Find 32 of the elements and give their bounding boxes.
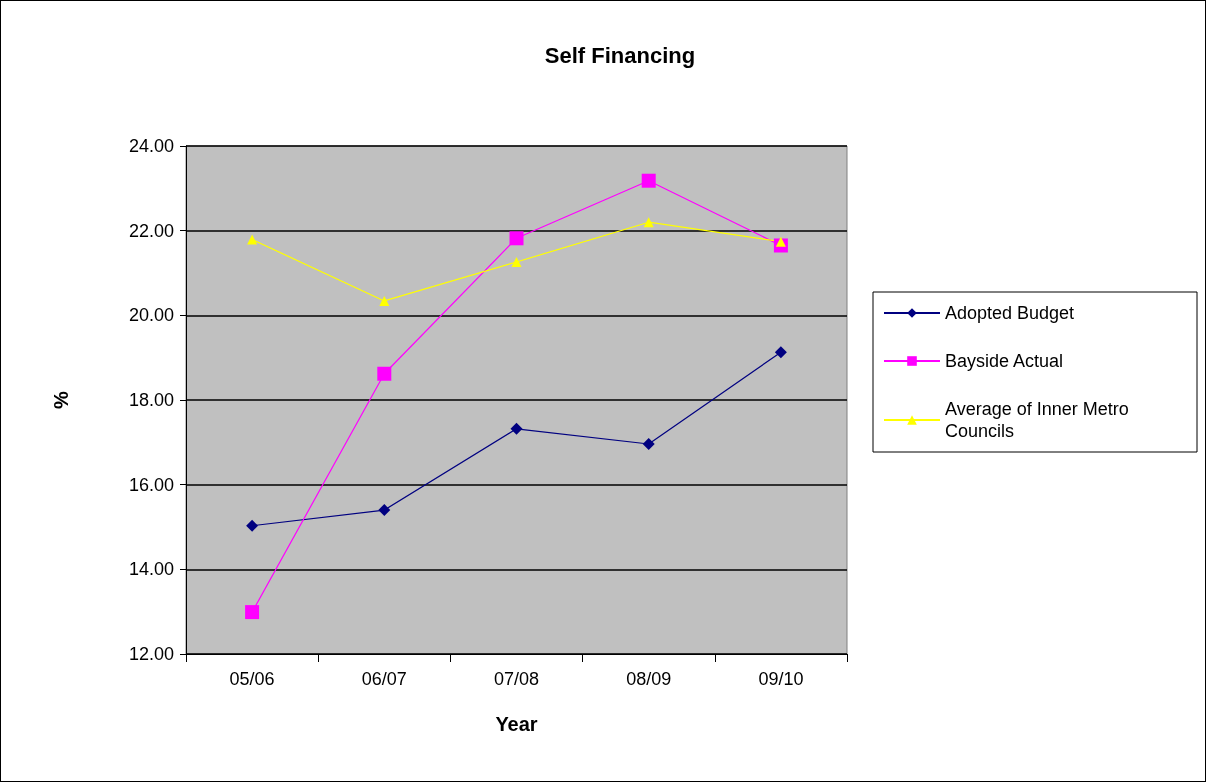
y-tick-label: 20.00 [128,305,174,326]
legend-label: Average of Inner Metro Councils [945,399,1134,441]
y-tick-label: 12.00 [128,644,174,664]
legend-label: Bayside Actual [945,351,1064,371]
point [247,234,258,245]
point [510,422,523,435]
y-axis-title: % [50,390,72,409]
point [246,519,259,532]
y-tick-label: 24.00 [128,136,174,156]
point [377,366,392,381]
point [641,173,656,188]
x-axis-title: Year [495,713,538,735]
point [643,217,654,228]
y-tick-label: 22.00 [128,220,174,241]
point [509,231,524,246]
point [511,256,522,267]
x-tick-label: 06/07 [361,669,407,689]
point [245,605,260,620]
y-tick-label: 18.00 [128,390,174,410]
point [642,438,655,451]
point [774,346,787,359]
y-tick-label: 16.00 [128,474,174,495]
legend-label: Adopted Budget [945,303,1075,323]
x-tick-label: 08/09 [626,669,672,689]
x-tick-label: 07/08 [493,669,540,689]
x-tick-label: 05/06 [229,669,275,689]
point [379,295,390,306]
point [775,236,786,247]
chart-title: Self Financing [544,42,696,68]
y-tick-label: 14.00 [128,559,174,580]
point [378,504,391,517]
x-tick-label: 09/10 [758,669,804,689]
